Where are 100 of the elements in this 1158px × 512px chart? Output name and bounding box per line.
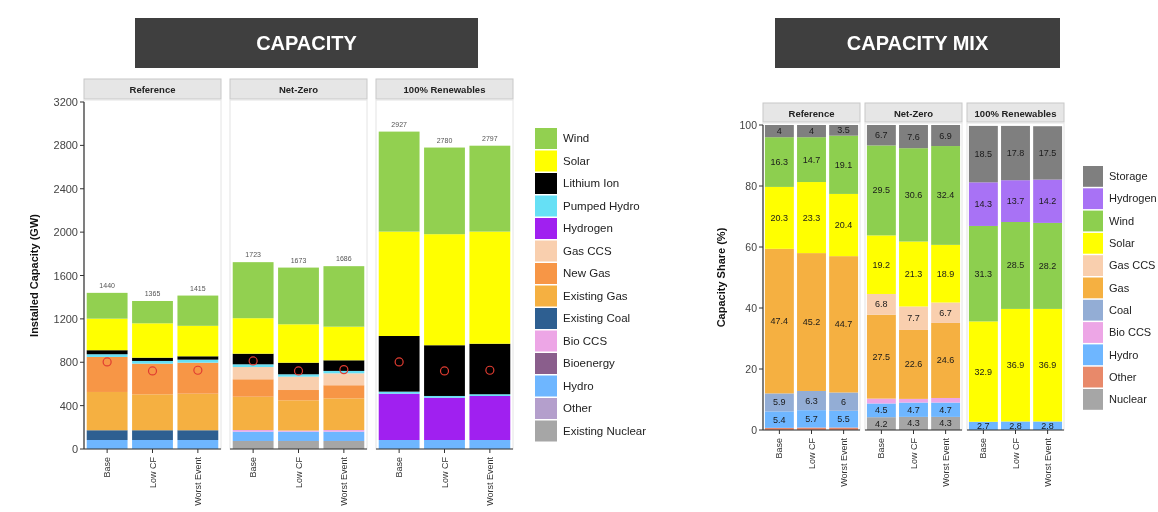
- data-label: 4.3: [939, 418, 952, 429]
- legend-label: Wind: [563, 132, 590, 145]
- legend-label: Existing Coal: [563, 312, 631, 325]
- x-tick-label: Low CF: [1010, 437, 1021, 470]
- y-tick-label: 0: [751, 424, 758, 436]
- data-label: 7.7: [907, 313, 920, 324]
- data-label: 13.7: [1006, 196, 1025, 207]
- data-label: 28.2: [1038, 260, 1057, 271]
- data-label: 27.5: [872, 351, 891, 362]
- legend-label: Gas CCS: [563, 244, 612, 257]
- legend-label: Gas CCS: [1109, 259, 1156, 272]
- legend-label: Solar: [563, 154, 591, 167]
- data-label: 45.2: [802, 317, 821, 328]
- y-tick-label: 2400: [53, 182, 78, 195]
- x-tick-label: Base: [248, 457, 259, 478]
- data-label: 7.6: [907, 131, 920, 142]
- data-label: 6.8: [875, 299, 888, 310]
- data-label: 6.9: [939, 130, 952, 141]
- y-tick-label: 400: [59, 399, 78, 412]
- x-tick-label: Base: [978, 438, 989, 459]
- legend-label: Hydro: [1109, 348, 1139, 361]
- chart-title: Reference: [788, 107, 835, 119]
- y-tick-label: 3200: [53, 96, 78, 108]
- data-label: 2.7: [977, 420, 990, 431]
- data-label: 28.5: [1006, 260, 1025, 271]
- legend-label: Lithium Ion: [563, 177, 620, 190]
- x-tick-label: Base: [102, 457, 113, 478]
- data-label: 20.4: [834, 220, 853, 231]
- y-tick-label: 2000: [53, 226, 78, 239]
- y-tick-label: 0: [71, 443, 78, 455]
- y-tick-label: 100: [739, 119, 758, 131]
- data-label: 23.3: [802, 212, 821, 223]
- data-label: 4.2: [875, 418, 888, 429]
- data-label: 6: [841, 396, 847, 407]
- data-label: 6.7: [875, 130, 888, 141]
- data-label: 30.6: [904, 189, 923, 200]
- legend-label: Existing Gas: [563, 289, 628, 302]
- legend-label: Hydrogen: [1109, 192, 1157, 205]
- data-label: 17.5: [1038, 147, 1057, 158]
- data-label: 16.3: [770, 157, 789, 168]
- chart-title: Net-Zero: [278, 84, 319, 95]
- legend-label: Bioenergy: [563, 357, 616, 370]
- y-tick-label: 1600: [53, 269, 78, 282]
- data-label: 17.8: [1006, 148, 1025, 159]
- y-tick-label: 2800: [53, 139, 78, 152]
- x-tick-label: Low CF: [439, 456, 450, 489]
- legend-label: Bio CCS: [1109, 326, 1152, 339]
- x-tick-label: Low CF: [147, 456, 158, 489]
- data-label: 5.4: [773, 414, 786, 425]
- y-tick-label: 80: [745, 180, 758, 192]
- legend-label: Hydrogen: [563, 222, 613, 235]
- data-label: 5.9: [773, 397, 786, 408]
- y-axis-title: Installed Capacity (GW): [28, 213, 40, 337]
- data-label: 4: [776, 126, 782, 137]
- data-label: 21.3: [904, 268, 923, 279]
- chart-title: Net-Zero: [893, 107, 934, 119]
- legend-label: Gas: [1109, 281, 1130, 294]
- data-label: 22.6: [904, 359, 923, 370]
- data-label: 36.9: [1006, 360, 1025, 371]
- data-label: 4.5: [875, 405, 888, 416]
- legend-label: Coal: [1109, 303, 1132, 316]
- y-tick-label: 40: [745, 302, 758, 314]
- text: CAPACITY: [256, 32, 358, 54]
- x-tick-label: Low CF: [908, 437, 919, 470]
- legend-label: Other: [1109, 370, 1137, 383]
- data-label: 19.1: [834, 159, 853, 170]
- legend-label: Nuclear: [1109, 393, 1148, 406]
- data-label: 6.3: [805, 395, 818, 406]
- text: CAPACITY MIX: [846, 32, 989, 54]
- data-label: 3.5: [837, 125, 850, 136]
- x-tick-label: Low CF: [293, 456, 304, 489]
- legend-label: Bio CCS: [563, 334, 608, 347]
- x-tick-label: Worst Event: [940, 437, 951, 487]
- legend-label: Wind: [1109, 214, 1135, 227]
- x-tick-label: Base: [876, 438, 887, 459]
- data-label: 47.4: [770, 316, 789, 327]
- y-axis-title: Capacity Share (%): [715, 227, 727, 328]
- x-tick-label: Worst Event: [838, 437, 849, 487]
- x-tick-label: Worst Event: [192, 456, 203, 506]
- data-label: 14.7: [802, 154, 821, 165]
- x-tick-label: Low CF: [806, 437, 817, 470]
- data-label: 5.5: [837, 414, 850, 425]
- data-label: 32.9: [974, 366, 993, 377]
- data-label: 20.3: [770, 212, 789, 223]
- data-label: 24.6: [936, 355, 955, 366]
- legend-label: Pumped Hydro: [563, 199, 640, 212]
- chart-title: 100% Renewables: [974, 107, 1057, 119]
- data-label: 4.7: [907, 404, 920, 415]
- legend-label: Other: [563, 402, 592, 415]
- legend-label: Storage: [1109, 170, 1148, 183]
- legend-label: Solar: [1109, 237, 1136, 250]
- data-label: 4: [808, 126, 815, 137]
- chart-title: 100% Renewables: [403, 84, 486, 95]
- legend-label: Hydro: [563, 379, 594, 392]
- y-tick-label: 800: [59, 356, 78, 369]
- data-label: 6.7: [939, 307, 952, 318]
- chart-title: Reference: [129, 84, 176, 95]
- data-label: 5.7: [805, 413, 818, 424]
- data-label: 31.3: [974, 268, 993, 279]
- data-label: 19.2: [872, 259, 891, 270]
